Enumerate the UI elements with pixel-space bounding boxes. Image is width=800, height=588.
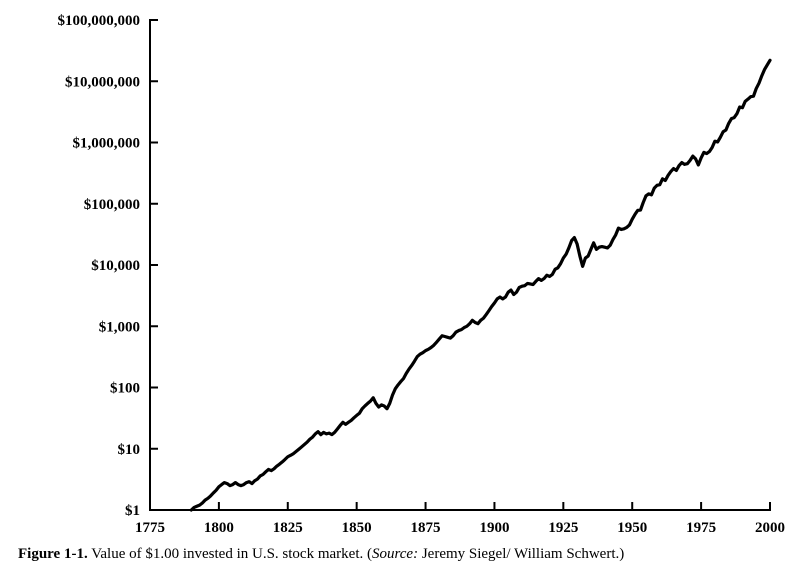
y-tick-label: $10	[118, 442, 141, 458]
y-tick-label: $1,000	[99, 319, 140, 335]
source-text: Jeremy Siegel/ William Schwert.)	[418, 546, 624, 562]
caption-text: Value of $1.00 invested in U.S. stock ma…	[91, 546, 372, 562]
y-tick-label: $10,000	[91, 258, 140, 274]
series-line	[191, 60, 770, 510]
x-tick-label: 1925	[548, 520, 578, 536]
y-tick-label: $100,000	[84, 197, 140, 213]
y-tick-label: $100	[110, 381, 140, 397]
page: $1 $10 $100 $1,000 $10,000 $100,000 $1,000,000…	[0, 0, 800, 588]
figure-label: Figure 1-1.	[18, 546, 88, 562]
x-tick-label: 1850	[342, 520, 372, 536]
x-tick-label: 1825	[273, 520, 303, 536]
source-label: Source:	[372, 546, 418, 562]
x-tick-label: 1950	[617, 520, 647, 536]
x-tick-label: 1875	[411, 520, 441, 536]
y-tick-label: $1	[125, 503, 140, 519]
y-tick-label: $100,000,000	[58, 13, 141, 29]
x-tick-label: 2000	[755, 520, 785, 536]
x-tick-label: 1775	[135, 520, 165, 536]
x-tick-label: 1975	[686, 520, 716, 536]
y-tick-label: $10,000,000	[65, 74, 140, 90]
x-tick-label: 1900	[479, 520, 509, 536]
y-tick-label: $1,000,000	[73, 136, 141, 152]
figure-caption: Figure 1-1. Value of $1.00 invested in U…	[18, 544, 782, 564]
x-tick-label: 1800	[204, 520, 234, 536]
line-chart: $1 $10 $100 $1,000 $10,000 $100,000 $1,000,000…	[0, 0, 800, 588]
